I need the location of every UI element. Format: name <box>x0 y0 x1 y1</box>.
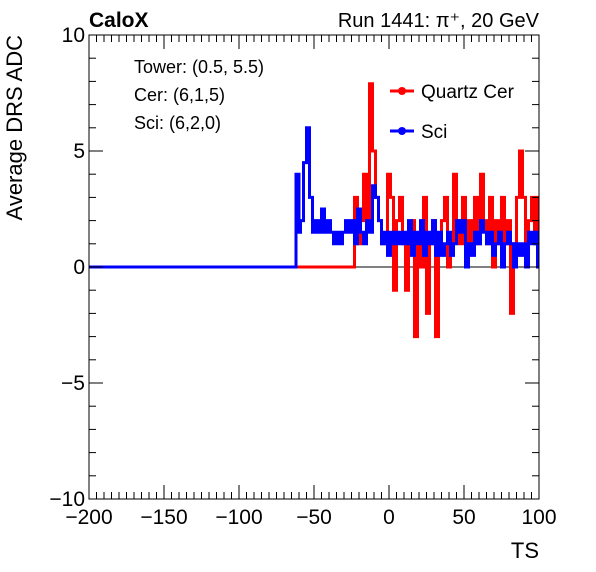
y-tick-label: 0 <box>73 256 85 279</box>
info-tower: Tower: (0.5, 5.5) <box>134 57 264 77</box>
x-axis: −200 −150 −100 −50 0 50 100 <box>65 35 557 529</box>
legend-marker-quartz-cer <box>398 87 406 95</box>
info-sci: Sci: (6,2,0) <box>134 113 221 133</box>
y-tick-label: −10 <box>49 488 85 511</box>
series-layer <box>89 82 539 339</box>
x-tick-label: 50 <box>452 506 475 529</box>
legend: Quartz Cer Sci <box>390 82 515 143</box>
x-tick-label: −150 <box>140 506 187 529</box>
x-tick-label: −100 <box>215 506 262 529</box>
legend-label-sci: Sci <box>421 122 447 143</box>
y-axis: −10 −5 0 5 10 <box>49 24 539 511</box>
run-info-label: Run 1441: π⁺, 20 GeV <box>338 10 540 32</box>
series-sci-line <box>89 126 539 269</box>
legend-marker-sci <box>398 127 406 135</box>
x-tick-label: 0 <box>383 506 395 529</box>
x-tick-label: 100 <box>521 506 556 529</box>
y-axis-title: Average DRS ADC <box>2 35 27 221</box>
x-axis-title: TS <box>511 538 539 563</box>
y-tick-label: −5 <box>61 372 85 395</box>
brand-label: CaloX <box>89 9 149 32</box>
x-tick-label: −50 <box>296 506 332 529</box>
legend-label-quartz-cer: Quartz Cer <box>421 82 515 103</box>
info-cer: Cer: (6,1,5) <box>134 85 225 105</box>
x-tick-label: −200 <box>65 506 112 529</box>
y-tick-label: 10 <box>62 24 85 47</box>
y-tick-label: 5 <box>73 140 85 163</box>
